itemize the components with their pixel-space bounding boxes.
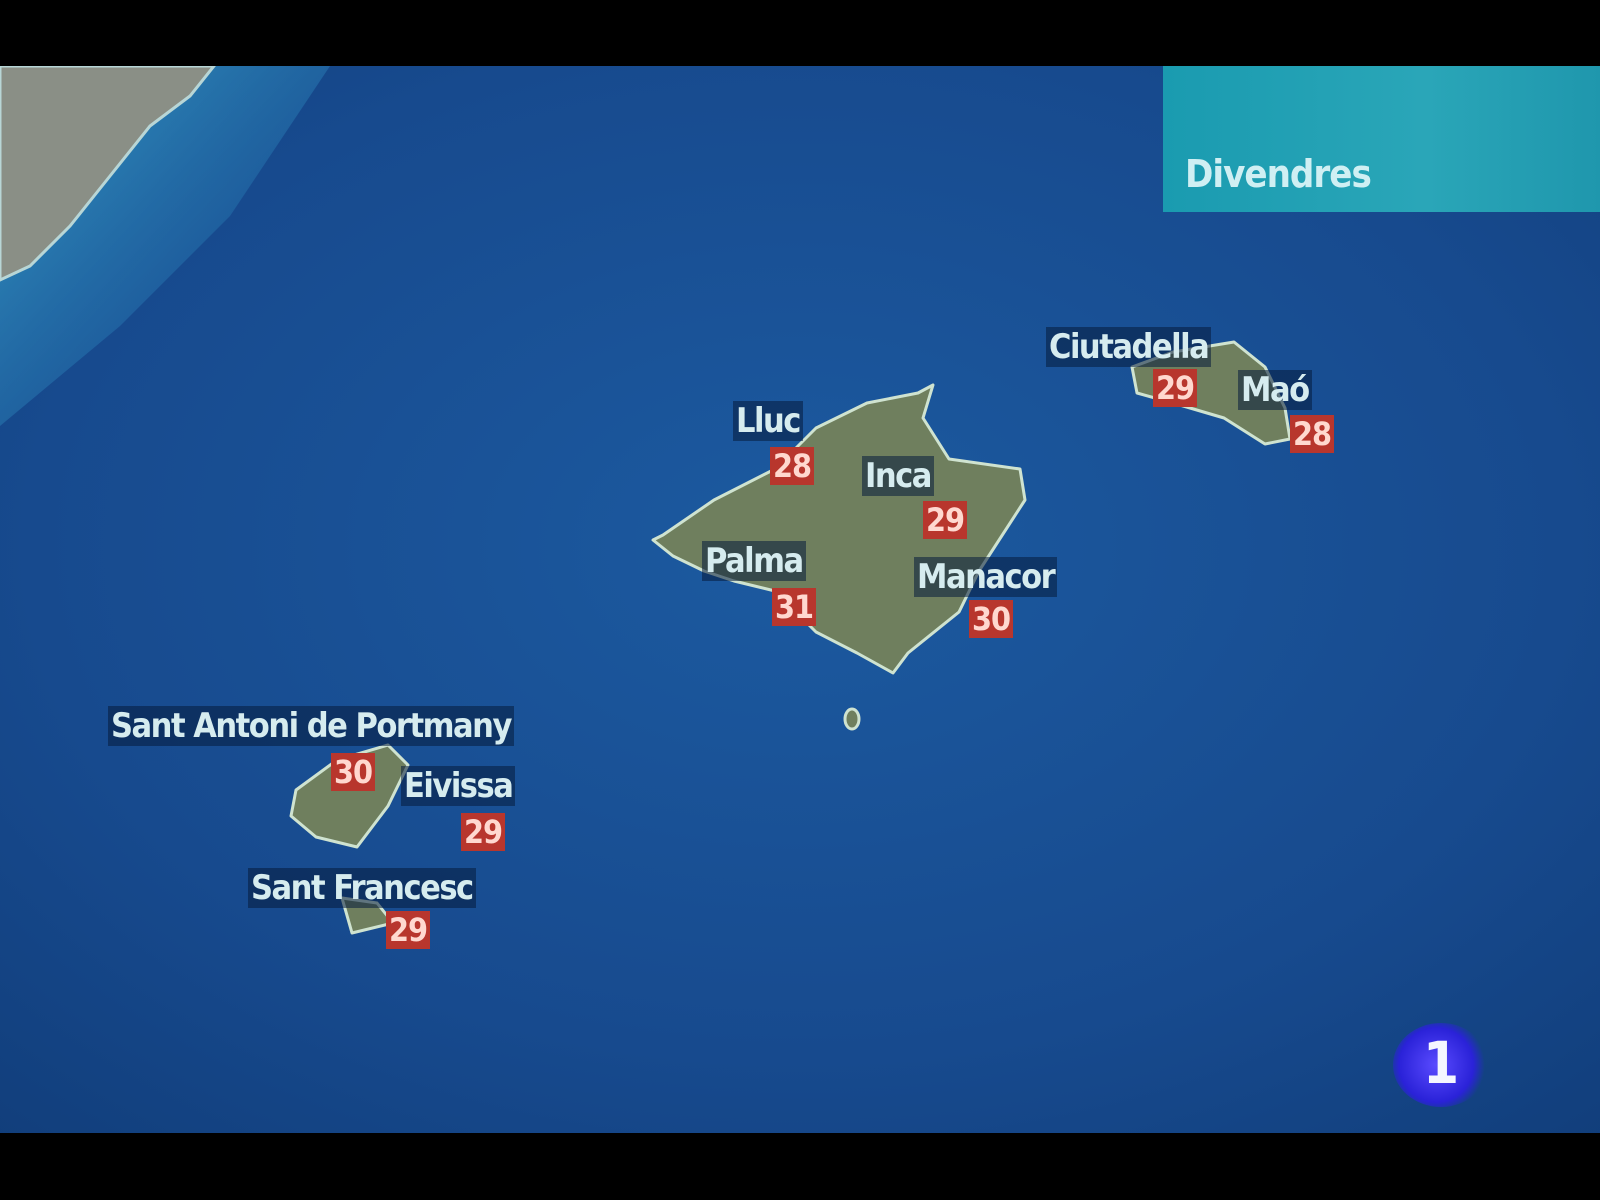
temp-lluc: 28 bbox=[770, 447, 815, 485]
city-label-mao: Maó bbox=[1238, 370, 1312, 410]
temp-ciutadella: 29 bbox=[1153, 369, 1198, 407]
island-cabrera bbox=[843, 707, 861, 731]
temp-sant-antoni: 30 bbox=[331, 753, 376, 791]
mainland-coast bbox=[0, 66, 216, 282]
temp-palma: 31 bbox=[772, 588, 817, 626]
channel-logo: 1 bbox=[1393, 1023, 1489, 1107]
temp-inca: 29 bbox=[923, 501, 968, 539]
temp-eivissa: 29 bbox=[461, 813, 506, 851]
letterbox-top bbox=[0, 0, 1600, 66]
letterbox-bottom bbox=[0, 1133, 1600, 1200]
temp-mao: 28 bbox=[1290, 415, 1335, 453]
temp-sant-francesc: 29 bbox=[386, 911, 431, 949]
city-label-ciutadella: Ciutadella bbox=[1046, 327, 1212, 367]
temp-manacor: 30 bbox=[969, 600, 1014, 638]
day-title: Divendres bbox=[1185, 152, 1372, 196]
balearic-map bbox=[0, 66, 1600, 1133]
city-label-sant-antoni: Sant Antoni de Portmany bbox=[108, 706, 514, 746]
day-panel: Divendres bbox=[1163, 66, 1600, 212]
channel-logo-text: 1 bbox=[1422, 1029, 1460, 1097]
city-label-sant-francesc: Sant Francesc bbox=[248, 868, 476, 908]
city-label-inca: Inca bbox=[862, 456, 934, 496]
city-label-eivissa: Eivissa bbox=[401, 766, 516, 806]
city-label-lluc: Lluc bbox=[733, 401, 803, 441]
city-label-manacor: Manacor bbox=[914, 557, 1058, 597]
city-label-palma: Palma bbox=[702, 541, 806, 581]
